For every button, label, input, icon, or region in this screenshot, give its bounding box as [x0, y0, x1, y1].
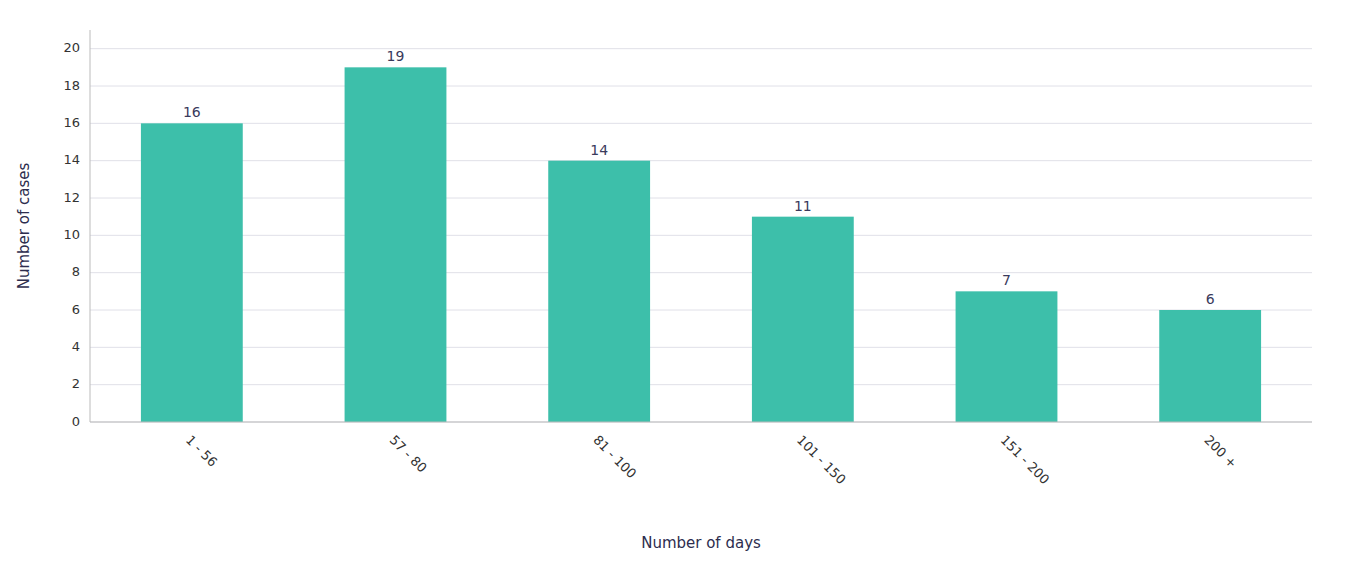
grid-line — [90, 123, 1312, 124]
bar — [1159, 310, 1261, 422]
bar — [548, 161, 650, 422]
y-tick-label: 18 — [63, 78, 80, 93]
x-tick-label: 1 - 56 — [183, 432, 220, 469]
chart-container: 0 2 4 6 8 10 12 14 16 18 20 16 19 14 11 7 6 1 - 56 57 - 80… — [0, 0, 1352, 562]
data-label: 11 — [794, 198, 812, 214]
y-tick-label: 20 — [63, 40, 80, 55]
y-tick-label: 6 — [72, 302, 80, 317]
grid-line — [90, 86, 1312, 87]
x-tick-label: 101 - 150 — [794, 432, 849, 487]
chart-svg: 0 2 4 6 8 10 12 14 16 18 20 16 19 14 11 7 6 1 - 56 57 - 80… — [0, 0, 1352, 562]
y-tick-label: 16 — [63, 115, 80, 130]
bar — [345, 67, 447, 422]
data-label: 14 — [590, 142, 608, 158]
bar — [752, 217, 854, 422]
grid-line — [90, 384, 1312, 385]
grid-line — [90, 160, 1312, 161]
data-labels: 16 19 14 11 7 6 — [183, 48, 1215, 307]
y-axis-line — [90, 30, 91, 422]
data-label: 7 — [1002, 272, 1011, 288]
x-tick-label: 81 - 100 — [590, 432, 639, 481]
y-tick-label: 4 — [72, 339, 80, 354]
grid-line — [90, 422, 1312, 423]
bar — [141, 123, 243, 422]
x-axis-line — [90, 422, 1312, 423]
grid-line — [90, 272, 1312, 273]
y-tick-label: 8 — [72, 264, 80, 279]
y-tick-label: 12 — [63, 190, 80, 205]
x-ticks: 1 - 56 57 - 80 81 - 100 101 - 150 151 - 200 2… — [183, 432, 1240, 487]
x-axis-label: Number of days — [641, 534, 761, 552]
y-tick-label: 2 — [72, 376, 80, 391]
y-tick-label: 10 — [63, 227, 80, 242]
y-axis-label: Number of cases — [15, 163, 33, 290]
grid-line — [90, 48, 1312, 49]
data-label: 6 — [1206, 291, 1215, 307]
y-tick-label: 14 — [63, 152, 80, 167]
grid-line — [90, 310, 1312, 311]
y-ticks: 0 2 4 6 8 10 12 14 16 18 20 — [63, 40, 80, 428]
bar — [956, 291, 1058, 422]
bars — [141, 67, 1261, 422]
data-label: 16 — [183, 104, 201, 120]
x-tick-label: 57 - 80 — [387, 432, 430, 475]
x-tick-label: 200 + — [1201, 432, 1240, 471]
y-tick-label: 0 — [72, 414, 80, 429]
grid-line — [90, 198, 1312, 199]
grid — [90, 49, 1312, 422]
data-label: 19 — [387, 48, 405, 64]
x-tick-label: 151 - 200 — [998, 432, 1053, 487]
grid-line — [90, 347, 1312, 348]
grid-line — [90, 235, 1312, 236]
